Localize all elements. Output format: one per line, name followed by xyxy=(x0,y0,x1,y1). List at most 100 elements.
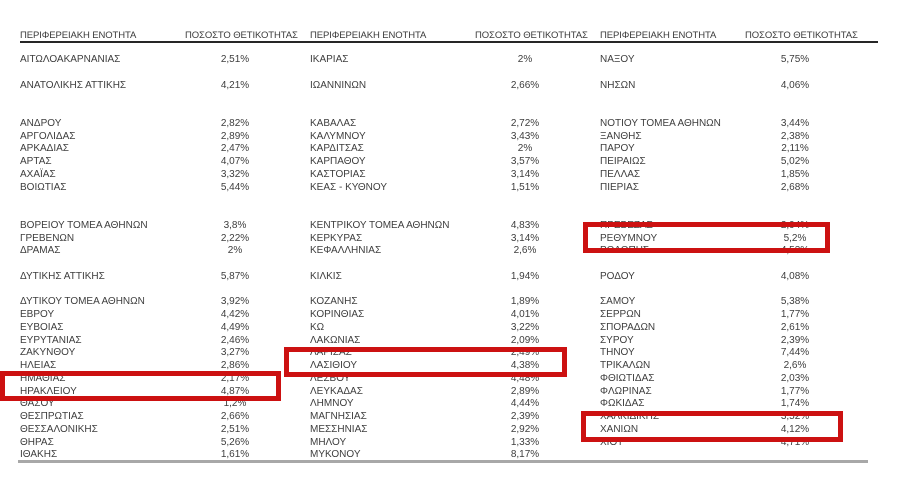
table-row: ΙΘΑΚΗΣ 1,61% xyxy=(20,449,285,462)
region-name-cell: ΘΗΡΑΣ xyxy=(20,436,54,448)
region-column-header: ΠΕΡΙΦΕΡΕΙΑΚΗ ΕΝΟΤΗΤΑ xyxy=(600,30,717,41)
region-name-cell: ΚΑΒΑΛΑΣ xyxy=(310,117,357,129)
table-row: ΠΕΙΡΑΙΩΣ 5,02% xyxy=(600,156,845,169)
positivity-value-cell: 2,49% xyxy=(510,347,540,359)
region-name-cell: ΝΑΞΟΥ xyxy=(600,54,635,65)
table-rows: ΙΚΑΡΙΑΣ 2% ΙΩΑΝΝΙΝΩΝ 2,66% ΚΑΒΑΛΑΣ 2,72% ΚΑΛΥΜ… xyxy=(310,54,575,462)
table-row: ΡΟΔΟΥ 4,08% xyxy=(600,271,845,284)
region-name-cell: ΠΕΙΡΑΙΩΣ xyxy=(600,156,646,167)
table-row: ΤΡΙΚΑΛΩΝ 2,6% xyxy=(600,360,845,373)
table-row: ΖΑΚΥΝΘΟΥ 3,27% xyxy=(20,347,285,360)
positivity-value-cell: 2,92% xyxy=(510,423,540,435)
region-name-cell: ΠΕΛΛΑΣ xyxy=(600,168,641,180)
positivity-value-cell: 2% xyxy=(227,245,243,257)
positivity-value-cell: 2,11% xyxy=(781,143,809,155)
table-row: ΓΡΕΒΕΝΩΝ 2,22% xyxy=(20,233,285,246)
region-name-cell: ΚΕΡΚΥΡΑΣ xyxy=(310,232,363,244)
positivity-value-cell: 3,57% xyxy=(510,156,540,167)
region-name-cell: ΛΑΚΩΝΙΑΣ xyxy=(310,334,361,346)
table-row: ΗΛΕΙΑΣ 2,86% xyxy=(20,360,285,373)
bottom-rule xyxy=(18,460,868,463)
region-name-cell: ΚΟΖΑΝΗΣ xyxy=(310,296,358,308)
positivity-value-cell: 8,17% xyxy=(510,449,540,461)
region-name-cell: ΚΑΡΠΑΘΟΥ xyxy=(310,156,366,167)
region-name-cell: ΚΑΛΥΜΝΟΥ xyxy=(310,130,366,142)
region-name-cell: ΙΘΑΚΗΣ xyxy=(20,449,58,461)
table-row: ΛΑΚΩΝΙΑΣ 2,09% xyxy=(310,335,575,348)
table-row: ΗΡΑΚΛΕΙΟΥ 4,87% xyxy=(20,386,285,399)
region-name-cell: ΘΕΣΣΑΛΟΝΙΚΗΣ xyxy=(20,423,98,435)
positivity-value-cell: 1,89% xyxy=(510,296,540,308)
positivity-value-cell: 1,51% xyxy=(510,181,540,193)
positivity-value-cell: 2,51% xyxy=(220,54,250,65)
table-row: ΦΘΙΩΤΙΔΑΣ 2,03% xyxy=(600,373,845,386)
positivity-value-cell: 2,82% xyxy=(220,117,250,129)
positivity-value-cell: 2,22% xyxy=(220,232,250,244)
table-row: ΚΕΡΚΥΡΑΣ 3,14% xyxy=(310,233,575,246)
positivity-column-header: ΠΟΣΟΣΤΟ ΘΕΤΙΚΟΤΗΤΑΣ xyxy=(185,30,298,41)
table-row: ΔΡΑΜΑΣ 2% xyxy=(20,245,285,258)
region-name-cell: ΗΛΕΙΑΣ xyxy=(20,360,57,371)
table-row: ΠΙΕΡΙΑΣ 2,68% xyxy=(600,182,845,195)
region-name-cell: ΝΗΣΩΝ xyxy=(600,79,636,91)
region-name-cell: ΑΙΤΩΛΟΑΚΑΡΝΑΝΙΑΣ xyxy=(20,54,121,65)
positivity-value-cell: 1,94% xyxy=(510,270,540,282)
table-row: ΚΕΦΑΛΛΗΝΙΑΣ 2,6% xyxy=(310,245,575,258)
column-header-row: ΠΕΡΙΦΕΡΕΙΑΚΗ ΕΝΟΤΗΤΑ ΠΟΣΟΣΤΟ ΘΕΤΙΚΟΤΗΤΑΣ xyxy=(310,27,588,41)
table-row: ΠΑΡΟΥ 2,11% xyxy=(600,143,845,156)
region-name-cell: ΝΟΤΙΟΥ ΤΟΜΕΑ ΑΘΗΝΩΝ xyxy=(600,117,721,129)
table-row: ΣΕΡΡΩΝ 1,77% xyxy=(600,309,845,322)
positivity-value-cell: 2,86% xyxy=(220,360,250,371)
region-name-cell: ΚΕΦΑΛΛΗΝΙΑΣ xyxy=(310,245,382,257)
table-row: ΒΟΙΩΤΙΑΣ 5,44% xyxy=(20,182,285,195)
region-name-cell: ΑΝΑΤΟΛΙΚΗΣ ΑΤΤΙΚΗΣ xyxy=(20,79,127,91)
region-name-cell: ΕΥΒΟΙΑΣ xyxy=(20,321,64,333)
region-name-cell: ΑΡΓΟΛΙΔΑΣ xyxy=(20,130,76,142)
region-name-cell: ΑΡΤΑΣ xyxy=(20,156,52,167)
positivity-value-cell: 2,6% xyxy=(783,360,807,371)
table-row: ΛΑΣΙΘΙΟΥ 4,38% xyxy=(310,360,575,373)
positivity-value-cell: 1,74% xyxy=(780,398,810,410)
region-name-cell: ΙΚΑΡΙΑΣ xyxy=(310,54,349,65)
table-row: ΑΡΤΑΣ 4,07% xyxy=(20,156,285,169)
region-name-cell: ΜΗΛΟΥ xyxy=(310,436,347,448)
table-row: ΙΩΑΝΝΙΝΩΝ 2,66% xyxy=(310,80,575,93)
table-row: ΑΧΑΪΑΣ 3,32% xyxy=(20,169,285,182)
highlight-box-irakleiou xyxy=(0,371,281,401)
region-name-cell: ΙΩΑΝΝΙΝΩΝ xyxy=(310,79,367,91)
region-name-cell: ΛΕΥΚΑΔΑΣ xyxy=(310,385,363,397)
region-name-cell: ΤΡΙΚΑΛΩΝ xyxy=(600,360,651,371)
positivity-value-cell: 1,33% xyxy=(510,436,540,448)
positivity-value-cell: 5,75% xyxy=(780,54,810,65)
table-row: ΜΗΛΟΥ 1,33% xyxy=(310,437,575,450)
positivity-value-cell: 2,39% xyxy=(510,411,540,422)
region-name-cell: ΗΡΑΚΛΕΙΟΥ xyxy=(20,385,77,397)
table-row: ΤΗΝΟΥ 7,44% xyxy=(600,347,845,360)
region-name-cell: ΒΟΙΩΤΙΑΣ xyxy=(20,181,67,193)
table-row: ΞΑΝΘΗΣ 2,38% xyxy=(600,131,845,144)
table-row: ΘΕΣΣΑΛΟΝΙΚΗΣ 2,51% xyxy=(20,424,285,437)
region-name-cell: ΧΙΟΥ xyxy=(600,436,624,448)
region-name-cell: ΚΑΡΔΙΤΣΑΣ xyxy=(310,143,364,155)
table-row: ΛΕΥΚΑΔΑΣ 2,89% xyxy=(310,386,575,399)
table-row: ΑΝΑΤΟΛΙΚΗΣ ΑΤΤΙΚΗΣ 4,21% xyxy=(20,80,285,93)
highlight-box-chanion xyxy=(581,411,843,442)
positivity-value-cell: 2,89% xyxy=(220,130,250,142)
table-row: ΚΑΛΥΜΝΟΥ 3,43% xyxy=(310,131,575,144)
positivity-value-cell: 5,87% xyxy=(220,270,250,282)
region-name-cell: ΡΟΔΟΥ xyxy=(600,270,635,282)
region-name-cell: ΔΡΑΜΑΣ xyxy=(20,245,61,257)
positivity-value-cell: 4,71% xyxy=(780,436,810,448)
region-name-cell: ΧΑΛΚΙΔΙΚΗΣ xyxy=(600,411,659,422)
table-row: ΚΩ 3,22% xyxy=(310,322,575,335)
table-row: ΜΕΣΣΗΝΙΑΣ 2,92% xyxy=(310,424,575,437)
region-name-cell: ΜΑΓΝΗΣΙΑΣ xyxy=(310,411,367,422)
region-name-cell: ΠΑΡΟΥ xyxy=(600,143,635,155)
region-name-cell: ΖΑΚΥΝΘΟΥ xyxy=(20,347,76,359)
table-row: ΘΗΡΑΣ 5,26% xyxy=(20,437,285,450)
positivity-value-cell: 5,38% xyxy=(780,296,810,308)
table-row: ΘΑΣΟΥ 1,2% xyxy=(20,398,285,411)
column-header-row: ΠΕΡΙΦΕΡΕΙΑΚΗ ΕΝΟΤΗΤΑ ΠΟΣΟΣΤΟ ΘΕΤΙΚΟΤΗΤΑΣ xyxy=(600,27,858,41)
positivity-value-cell: 5,2% xyxy=(783,232,807,244)
region-name-cell: ΣΥΡΟΥ xyxy=(600,334,634,346)
